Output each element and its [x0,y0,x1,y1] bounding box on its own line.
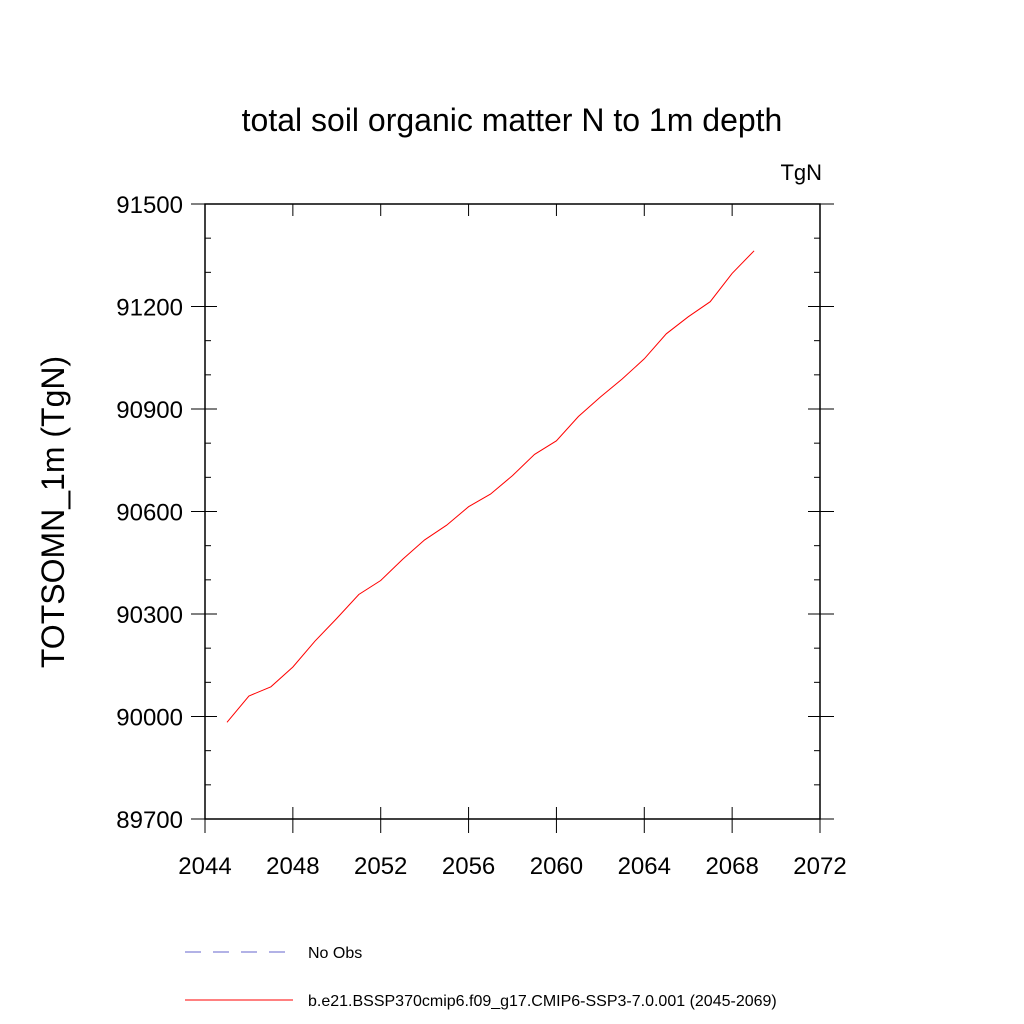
x-tick-label: 2056 [442,853,495,880]
x-tick-label: 2052 [354,853,407,880]
plot-frame [204,203,821,820]
chart-title: total soil organic matter N to 1m depth [242,102,783,138]
series-line [226,250,755,723]
y-tick-label: 90600 [116,500,183,527]
x-tick-label: 2072 [793,853,846,880]
units-label: TgN [780,160,822,185]
legend-label: No Obs [308,945,362,962]
x-tick-label: 2044 [178,853,231,880]
y-tick-label: 91200 [116,295,183,322]
y-tick-label: 90000 [116,705,183,732]
y-tick-label: 90900 [116,397,183,424]
y-axis-label: TOTSOMN_1m (TgN) [35,356,71,668]
y-tick-label: 90300 [116,602,183,629]
x-tick-label: 2068 [705,853,758,880]
x-tick-label: 2060 [530,853,583,880]
y-tick-label: 91500 [116,192,183,219]
y-tick-label: 89700 [116,807,183,834]
x-tick-label: 2048 [266,853,319,880]
x-tick-label: 2064 [618,853,671,880]
legend-label: b.e21.BSSP370cmip6.f09_g17.CMIP6-SSP3-7.… [308,993,777,1010]
